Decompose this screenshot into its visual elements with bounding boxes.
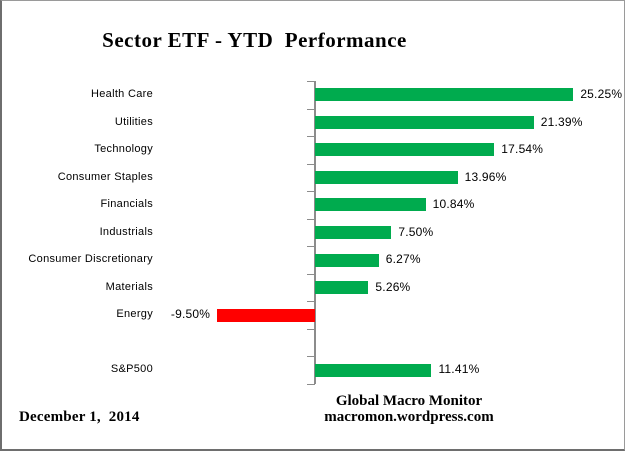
bar (314, 198, 426, 212)
value-label: 21.39% (540, 114, 583, 129)
category-label: Materials (105, 280, 153, 293)
value-label: 5.26% (375, 279, 411, 294)
axis-tick (306, 81, 315, 82)
bar (314, 88, 574, 102)
bar (314, 281, 369, 295)
bar (217, 308, 315, 322)
category-label: Consumer Staples (57, 170, 153, 183)
source-url: macromon.wordpress.com (324, 408, 494, 425)
category-label: Energy (116, 308, 153, 321)
category-label: Health Care (91, 88, 153, 100)
bar (314, 253, 379, 267)
source-name: Global Macro Monitor (335, 393, 483, 409)
chart-title: Sector ETF - YTD Performance (102, 28, 407, 52)
axis-tick (306, 191, 315, 192)
bar (314, 170, 458, 184)
footer-date: December 1, 2014 (19, 409, 140, 425)
value-label: 13.96% (464, 169, 507, 184)
axis-tick (306, 219, 315, 220)
axis-tick (306, 384, 315, 385)
value-label: 25.25% (580, 87, 623, 101)
bar (314, 226, 392, 239)
axis-tick (306, 246, 315, 247)
footer-source: Global Macro Monitor macromon.wordpress.… (285, 393, 533, 425)
axis-tick (306, 356, 315, 357)
category-label: Industrials (99, 225, 153, 238)
value-label: 6.27% (385, 252, 421, 267)
value-label: 17.54% (501, 142, 544, 157)
value-label: 10.84% (432, 197, 475, 212)
axis-tick (306, 164, 315, 165)
category-label: Financials (100, 198, 153, 211)
value-label: 7.50% (398, 224, 434, 239)
category-label: Consumer Discretionary (28, 253, 153, 266)
bar (314, 115, 534, 129)
axis-tick (306, 329, 315, 330)
axis-tick (306, 109, 315, 110)
value-label: -9.50% (170, 307, 211, 322)
category-label: Technology (94, 143, 153, 156)
value-label: 11.41% (438, 362, 480, 377)
bar (314, 143, 495, 157)
axis-tick (306, 136, 315, 137)
bar (314, 363, 432, 377)
axis-tick (306, 301, 315, 302)
axis-tick (306, 274, 315, 275)
category-label: Utilities (114, 115, 153, 128)
category-label: S&P500 (110, 363, 153, 376)
